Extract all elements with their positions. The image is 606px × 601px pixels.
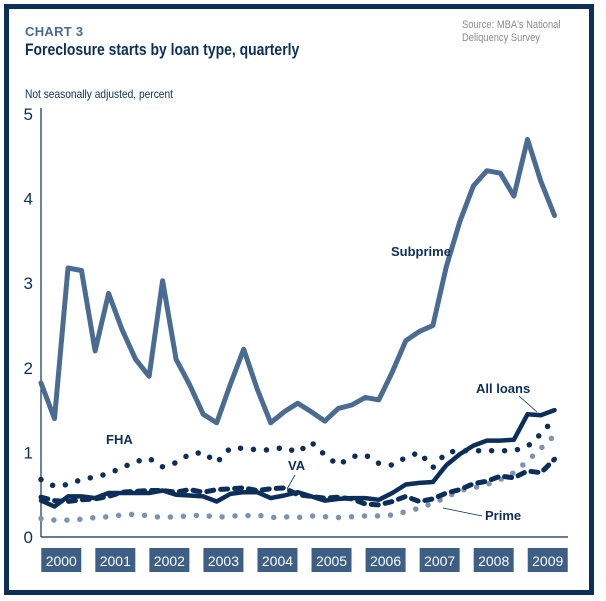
x-tick-label: 2005 [316, 553, 347, 569]
axes: 0 1 2 3 4 5 [24, 105, 568, 547]
year-box [257, 548, 298, 572]
series-group [38, 136, 558, 523]
series-line-fha [38, 415, 558, 489]
y-tick-label: 1 [24, 443, 33, 462]
series-label-prime: Prime [485, 508, 521, 523]
x-tick-label: 2009 [532, 553, 563, 569]
y-tick-label: 3 [24, 274, 33, 293]
leader-line-all-loans [518, 395, 538, 413]
chart-subtitle: Not seasonally adjusted, percent [25, 87, 173, 101]
year-box [149, 548, 190, 572]
x-tick-label: 2004 [262, 553, 293, 569]
chart-kicker: CHART 3 [25, 24, 84, 39]
y-tick-label: 2 [24, 359, 33, 378]
y-tick-label: 5 [24, 105, 33, 124]
source-line-2: Deliquency Survey [462, 32, 540, 44]
year-box [527, 548, 568, 572]
series-label-subprime: Subprime [391, 244, 451, 259]
leader-line-va [286, 474, 296, 490]
x-tick-label: 2008 [478, 553, 509, 569]
series-line-prime [38, 432, 558, 523]
y-tick-label: 4 [24, 190, 33, 209]
x-tick-label: 2003 [208, 553, 239, 569]
year-box [365, 548, 406, 572]
x-tick-label: 2007 [424, 553, 455, 569]
chart-title: Foreclosure starts by loan type, quarter… [25, 40, 300, 59]
year-box [95, 548, 136, 572]
y-tick-label: 0 [24, 528, 33, 547]
x-tick-label: 2002 [154, 553, 185, 569]
year-box [203, 548, 244, 572]
series-label-all-loans: All loans [476, 381, 530, 396]
year-box [311, 548, 352, 572]
x-tick-label: 2001 [100, 553, 131, 569]
series-line-subprime [38, 136, 557, 426]
series-line-all-loans [38, 407, 557, 509]
source-note: Source: MBA's National Deliquency Survey [462, 19, 590, 45]
source-line-1: Source: MBA's National [462, 19, 561, 31]
year-box [419, 548, 460, 572]
x-axis-year-labels: 2000 2001 2002 2003 2004 2005 2006 2007 2008 2009 [41, 548, 568, 572]
year-box [473, 548, 514, 572]
year-box [41, 548, 82, 572]
series-label-va: VA [288, 458, 306, 473]
series-labels: Subprime All loans FHA VA Prime [106, 244, 538, 523]
x-tick-label: 2006 [370, 553, 401, 569]
leader-line-prime [442, 507, 483, 517]
series-label-fha: FHA [106, 432, 133, 447]
x-tick-label: 2000 [46, 553, 77, 569]
